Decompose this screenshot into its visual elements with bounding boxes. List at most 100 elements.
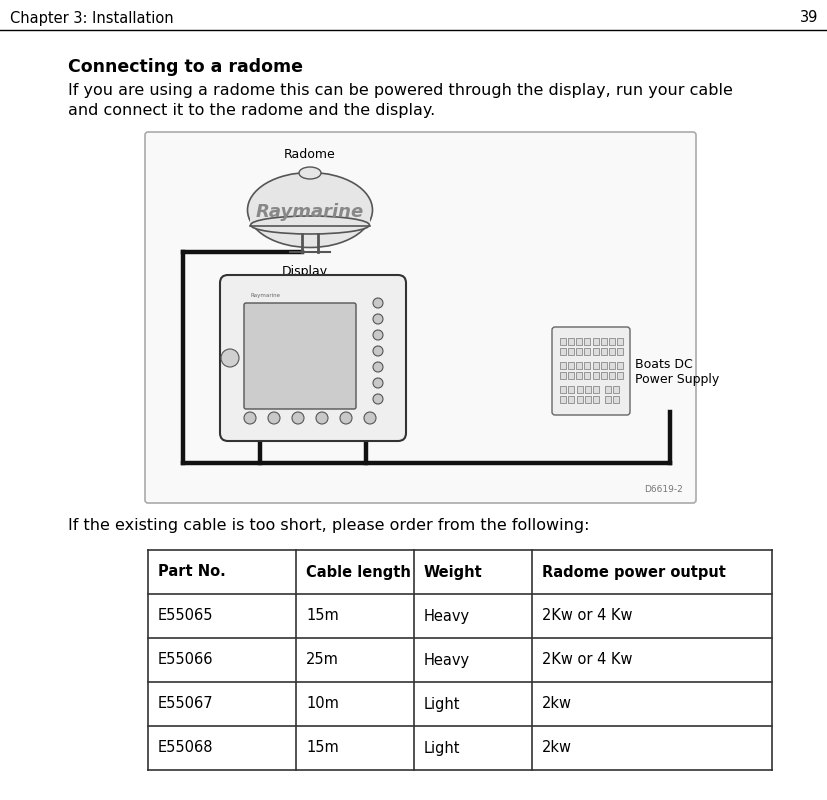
Ellipse shape bbox=[251, 216, 369, 234]
FancyBboxPatch shape bbox=[612, 396, 619, 403]
FancyBboxPatch shape bbox=[220, 275, 405, 441]
FancyBboxPatch shape bbox=[609, 338, 614, 345]
Text: If you are using a radome this can be powered through the display, run your cabl: If you are using a radome this can be po… bbox=[68, 83, 732, 98]
FancyBboxPatch shape bbox=[552, 327, 629, 415]
Text: and connect it to the radome and the display.: and connect it to the radome and the dis… bbox=[68, 103, 435, 118]
Circle shape bbox=[268, 412, 280, 424]
Text: Raymarine: Raymarine bbox=[251, 293, 280, 298]
FancyBboxPatch shape bbox=[585, 386, 590, 393]
Text: Heavy: Heavy bbox=[423, 609, 470, 623]
FancyBboxPatch shape bbox=[592, 372, 598, 379]
Text: Light: Light bbox=[423, 697, 460, 711]
FancyBboxPatch shape bbox=[576, 348, 581, 355]
Circle shape bbox=[372, 378, 383, 388]
FancyBboxPatch shape bbox=[567, 386, 573, 393]
FancyBboxPatch shape bbox=[600, 348, 606, 355]
FancyBboxPatch shape bbox=[559, 372, 566, 379]
FancyBboxPatch shape bbox=[567, 372, 573, 379]
Text: Part No.: Part No. bbox=[158, 565, 226, 579]
Circle shape bbox=[340, 412, 351, 424]
Ellipse shape bbox=[299, 167, 321, 179]
FancyBboxPatch shape bbox=[559, 348, 566, 355]
FancyBboxPatch shape bbox=[592, 338, 598, 345]
Circle shape bbox=[292, 412, 304, 424]
FancyBboxPatch shape bbox=[616, 348, 622, 355]
Circle shape bbox=[364, 412, 375, 424]
Ellipse shape bbox=[247, 173, 372, 247]
Text: E55068: E55068 bbox=[158, 741, 213, 755]
FancyBboxPatch shape bbox=[576, 372, 581, 379]
Text: 2kw: 2kw bbox=[542, 741, 571, 755]
FancyBboxPatch shape bbox=[609, 372, 614, 379]
FancyBboxPatch shape bbox=[567, 362, 573, 369]
Text: 15m: 15m bbox=[306, 741, 338, 755]
FancyBboxPatch shape bbox=[600, 338, 606, 345]
Circle shape bbox=[372, 330, 383, 340]
Text: E55065: E55065 bbox=[158, 609, 213, 623]
Text: Weight: Weight bbox=[423, 565, 482, 579]
Text: Light: Light bbox=[423, 741, 460, 755]
FancyBboxPatch shape bbox=[567, 338, 573, 345]
Text: Power Supply: Power Supply bbox=[634, 374, 719, 386]
FancyBboxPatch shape bbox=[567, 396, 573, 403]
FancyBboxPatch shape bbox=[576, 338, 581, 345]
FancyBboxPatch shape bbox=[592, 386, 598, 393]
FancyBboxPatch shape bbox=[592, 348, 598, 355]
FancyBboxPatch shape bbox=[616, 372, 622, 379]
Text: 10m: 10m bbox=[306, 697, 338, 711]
Text: Boats DC: Boats DC bbox=[634, 358, 692, 370]
FancyBboxPatch shape bbox=[567, 348, 573, 355]
FancyBboxPatch shape bbox=[600, 362, 606, 369]
Text: 15m: 15m bbox=[306, 609, 338, 623]
FancyBboxPatch shape bbox=[616, 338, 622, 345]
Text: Radome: Radome bbox=[284, 148, 336, 161]
Text: Display: Display bbox=[282, 265, 327, 278]
Circle shape bbox=[316, 412, 327, 424]
Text: 2Kw or 4 Kw: 2Kw or 4 Kw bbox=[542, 609, 632, 623]
Circle shape bbox=[372, 314, 383, 324]
Text: If the existing cable is too short, please order from the following:: If the existing cable is too short, plea… bbox=[68, 518, 589, 533]
Text: Chapter 3: Installation: Chapter 3: Installation bbox=[10, 10, 174, 26]
FancyBboxPatch shape bbox=[559, 386, 566, 393]
FancyBboxPatch shape bbox=[559, 362, 566, 369]
FancyBboxPatch shape bbox=[605, 386, 610, 393]
Text: 2kw: 2kw bbox=[542, 697, 571, 711]
Circle shape bbox=[244, 412, 256, 424]
FancyBboxPatch shape bbox=[592, 396, 598, 403]
Text: Raymarine: Raymarine bbox=[256, 203, 364, 221]
Circle shape bbox=[221, 349, 239, 367]
FancyBboxPatch shape bbox=[609, 362, 614, 369]
FancyBboxPatch shape bbox=[583, 348, 590, 355]
FancyBboxPatch shape bbox=[576, 396, 582, 403]
Circle shape bbox=[372, 298, 383, 308]
FancyBboxPatch shape bbox=[576, 362, 581, 369]
FancyBboxPatch shape bbox=[145, 132, 696, 503]
FancyBboxPatch shape bbox=[559, 338, 566, 345]
FancyBboxPatch shape bbox=[250, 205, 370, 227]
FancyBboxPatch shape bbox=[576, 386, 582, 393]
FancyBboxPatch shape bbox=[583, 362, 590, 369]
FancyBboxPatch shape bbox=[559, 396, 566, 403]
FancyBboxPatch shape bbox=[600, 372, 606, 379]
Text: E55066: E55066 bbox=[158, 653, 213, 667]
Text: D6619-2: D6619-2 bbox=[643, 485, 682, 494]
FancyBboxPatch shape bbox=[244, 303, 356, 409]
FancyBboxPatch shape bbox=[585, 396, 590, 403]
Circle shape bbox=[372, 394, 383, 404]
Text: 2Kw or 4 Kw: 2Kw or 4 Kw bbox=[542, 653, 632, 667]
FancyBboxPatch shape bbox=[612, 386, 619, 393]
Text: 25m: 25m bbox=[306, 653, 338, 667]
Circle shape bbox=[372, 362, 383, 372]
Text: E55067: E55067 bbox=[158, 697, 213, 711]
Text: Radome power output: Radome power output bbox=[542, 565, 725, 579]
FancyBboxPatch shape bbox=[605, 396, 610, 403]
FancyBboxPatch shape bbox=[583, 338, 590, 345]
Text: Heavy: Heavy bbox=[423, 653, 470, 667]
Circle shape bbox=[372, 346, 383, 356]
Text: Cable length: Cable length bbox=[306, 565, 410, 579]
Text: Connecting to a radome: Connecting to a radome bbox=[68, 58, 303, 76]
Text: 39: 39 bbox=[799, 10, 817, 26]
FancyBboxPatch shape bbox=[616, 362, 622, 369]
FancyBboxPatch shape bbox=[583, 372, 590, 379]
FancyBboxPatch shape bbox=[609, 348, 614, 355]
